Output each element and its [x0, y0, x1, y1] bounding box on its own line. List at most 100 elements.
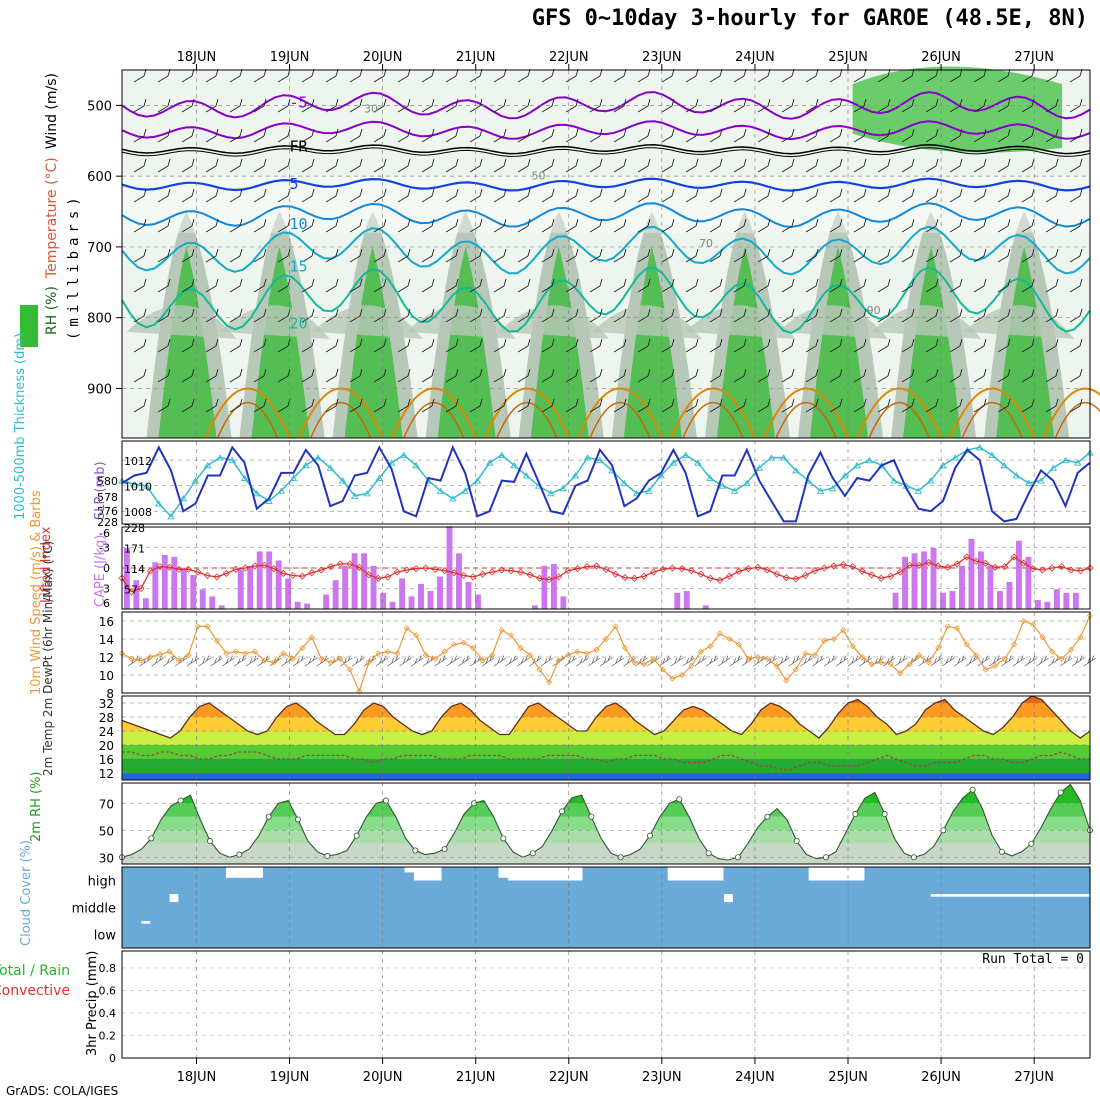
cloud-cell — [375, 921, 386, 948]
wind-barb — [757, 98, 771, 113]
wind-barb — [949, 248, 963, 263]
wind-barb — [685, 398, 699, 413]
lifted-point — [934, 562, 942, 570]
wind-speed-point — [783, 677, 790, 684]
cloud-cell — [996, 867, 1007, 894]
wind-speed-point — [1029, 621, 1037, 628]
cape-bar — [408, 596, 415, 609]
cloud-cell — [986, 867, 997, 894]
cloud-cell — [215, 921, 226, 948]
cloud-cell — [845, 921, 856, 948]
wind-barb — [757, 218, 771, 233]
wind-barb — [949, 158, 963, 173]
lifted-point — [260, 561, 268, 569]
wind-barb — [541, 368, 555, 383]
cloud-cell — [234, 894, 245, 921]
rh-point — [294, 816, 301, 823]
cloud-cell — [620, 894, 631, 921]
wind-barb — [517, 278, 531, 293]
wind-barb — [253, 98, 267, 113]
wind-barb — [397, 398, 411, 413]
wind-speed-point — [564, 652, 572, 659]
rh-point — [236, 851, 243, 858]
cloud-cell — [291, 921, 302, 948]
y-tick-label: 50 — [99, 824, 114, 838]
cloud-cell — [667, 894, 678, 921]
cloud-cell — [798, 867, 809, 894]
wind-speed-point — [498, 626, 505, 634]
wind-barb — [493, 368, 507, 383]
lifted-point — [621, 574, 629, 582]
cloud-cell — [629, 894, 640, 921]
cloud-cell — [450, 921, 461, 948]
cloud-cell — [770, 867, 781, 894]
thickness-point — [179, 495, 188, 502]
wind-barb — [397, 278, 411, 293]
wind-barb — [853, 308, 867, 323]
wind-barb — [835, 655, 849, 667]
wind-barb — [373, 338, 387, 353]
wind-barb — [1069, 128, 1083, 143]
lifted-point — [887, 572, 895, 580]
wind-barb — [757, 368, 771, 383]
panel-frame — [121, 782, 1091, 865]
wind-barb — [829, 338, 843, 353]
wind-barb — [781, 338, 795, 353]
wind-barb — [421, 128, 435, 143]
wind-barb — [186, 655, 200, 667]
cloud-cell — [892, 894, 903, 921]
cloud-cell — [375, 894, 386, 921]
wind-speed-point — [327, 659, 334, 666]
wind-barb — [709, 158, 723, 173]
wind-barb — [901, 368, 915, 383]
wind-barb — [541, 278, 555, 293]
lifted-point — [678, 565, 686, 573]
wind-barb — [1024, 655, 1037, 667]
wind-barb — [613, 128, 627, 143]
wind-barb — [613, 368, 627, 383]
wind-speed-point — [887, 661, 894, 668]
wind-barb — [304, 655, 318, 667]
thickness-point — [154, 500, 163, 507]
cape-bar — [351, 553, 358, 609]
wind-barb — [493, 398, 507, 413]
wind-barb — [973, 398, 987, 413]
lifted-point — [668, 564, 676, 572]
thickness-point — [191, 477, 200, 484]
rh-point — [793, 838, 800, 845]
cloud-cell — [469, 894, 480, 921]
cloud-cell — [855, 894, 866, 921]
wind-speed-point — [583, 650, 591, 657]
cape-bar — [427, 591, 434, 609]
wind-speed-point — [204, 623, 211, 630]
cloud-cell — [347, 894, 358, 921]
cloud-cell — [385, 867, 396, 894]
wind-barb — [1069, 158, 1083, 173]
cloud-cell — [836, 921, 847, 948]
rh-point — [529, 850, 536, 857]
thickness-point — [485, 459, 494, 466]
wind-barb — [541, 398, 555, 413]
wind-barb — [565, 338, 579, 353]
lifted-point — [583, 563, 591, 571]
wind-barb — [853, 398, 867, 413]
wind-barb — [565, 248, 579, 263]
lifted-point — [659, 565, 667, 573]
wind-speed-point — [213, 637, 220, 644]
cloud-cell — [385, 894, 396, 921]
wind-barb — [997, 218, 1011, 233]
wind-barb — [517, 248, 531, 263]
wind-barb — [977, 655, 990, 667]
cloud-cell — [695, 921, 706, 948]
thickness-point — [853, 461, 861, 469]
cloud-cell — [1052, 867, 1063, 894]
cloud-cell — [742, 921, 753, 948]
temp-contour-15 — [121, 225, 1091, 276]
wind-barb — [375, 655, 388, 667]
lifted-point — [346, 560, 354, 568]
wind-barb — [421, 158, 435, 173]
wind-barb — [397, 158, 411, 173]
rh-region — [312, 305, 423, 339]
wind-barb — [661, 188, 675, 203]
wind-barb — [829, 128, 843, 143]
